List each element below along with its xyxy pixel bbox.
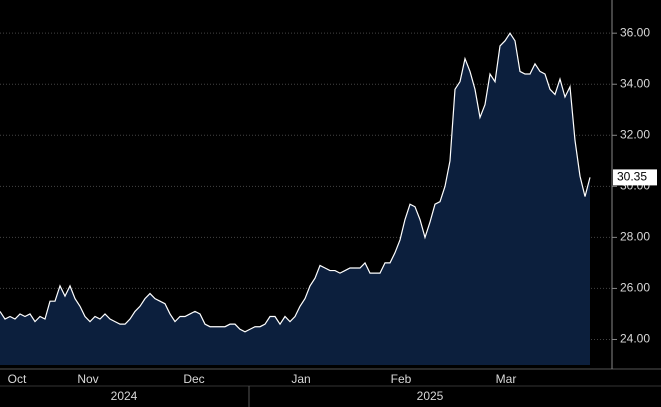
y-tick-label: 26.00 <box>620 281 650 295</box>
x-tick-label: Mar <box>496 372 517 386</box>
last-value-label: 30.35 <box>617 170 647 184</box>
year-label: 2024 <box>111 389 138 403</box>
y-tick-label: 34.00 <box>620 76 650 90</box>
year-label: 2025 <box>417 389 444 403</box>
x-tick-label: Jan <box>291 372 310 386</box>
x-tick-label: Oct <box>8 372 27 386</box>
y-tick-label: 24.00 <box>620 332 650 346</box>
x-tick-label: Nov <box>77 372 98 386</box>
y-tick-label: 36.00 <box>620 25 650 39</box>
area <box>0 33 590 365</box>
x-tick-label: Feb <box>391 372 412 386</box>
line <box>0 32 591 333</box>
last-value-box <box>613 169 657 186</box>
y-tick-label: 32.00 <box>620 127 650 141</box>
y-tick-label: 28.00 <box>620 230 650 244</box>
x-tick-label: Dec <box>183 372 204 386</box>
